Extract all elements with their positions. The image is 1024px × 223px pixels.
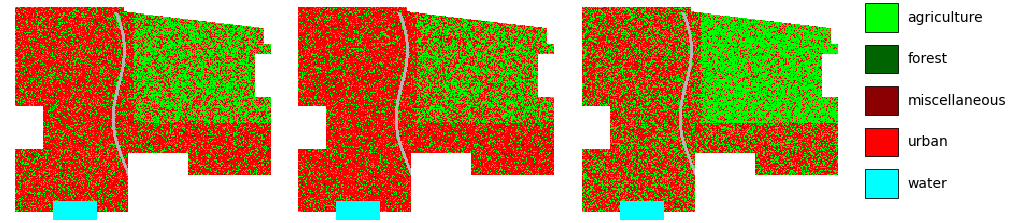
FancyBboxPatch shape [864, 128, 898, 156]
FancyBboxPatch shape [864, 45, 898, 73]
FancyBboxPatch shape [864, 3, 898, 32]
Text: urban: urban [907, 135, 948, 149]
Text: water: water [907, 177, 947, 191]
FancyBboxPatch shape [864, 86, 898, 115]
FancyBboxPatch shape [864, 169, 898, 198]
Text: forest: forest [907, 52, 948, 66]
Text: agriculture: agriculture [907, 10, 983, 25]
Text: miscellaneous: miscellaneous [907, 94, 1007, 107]
